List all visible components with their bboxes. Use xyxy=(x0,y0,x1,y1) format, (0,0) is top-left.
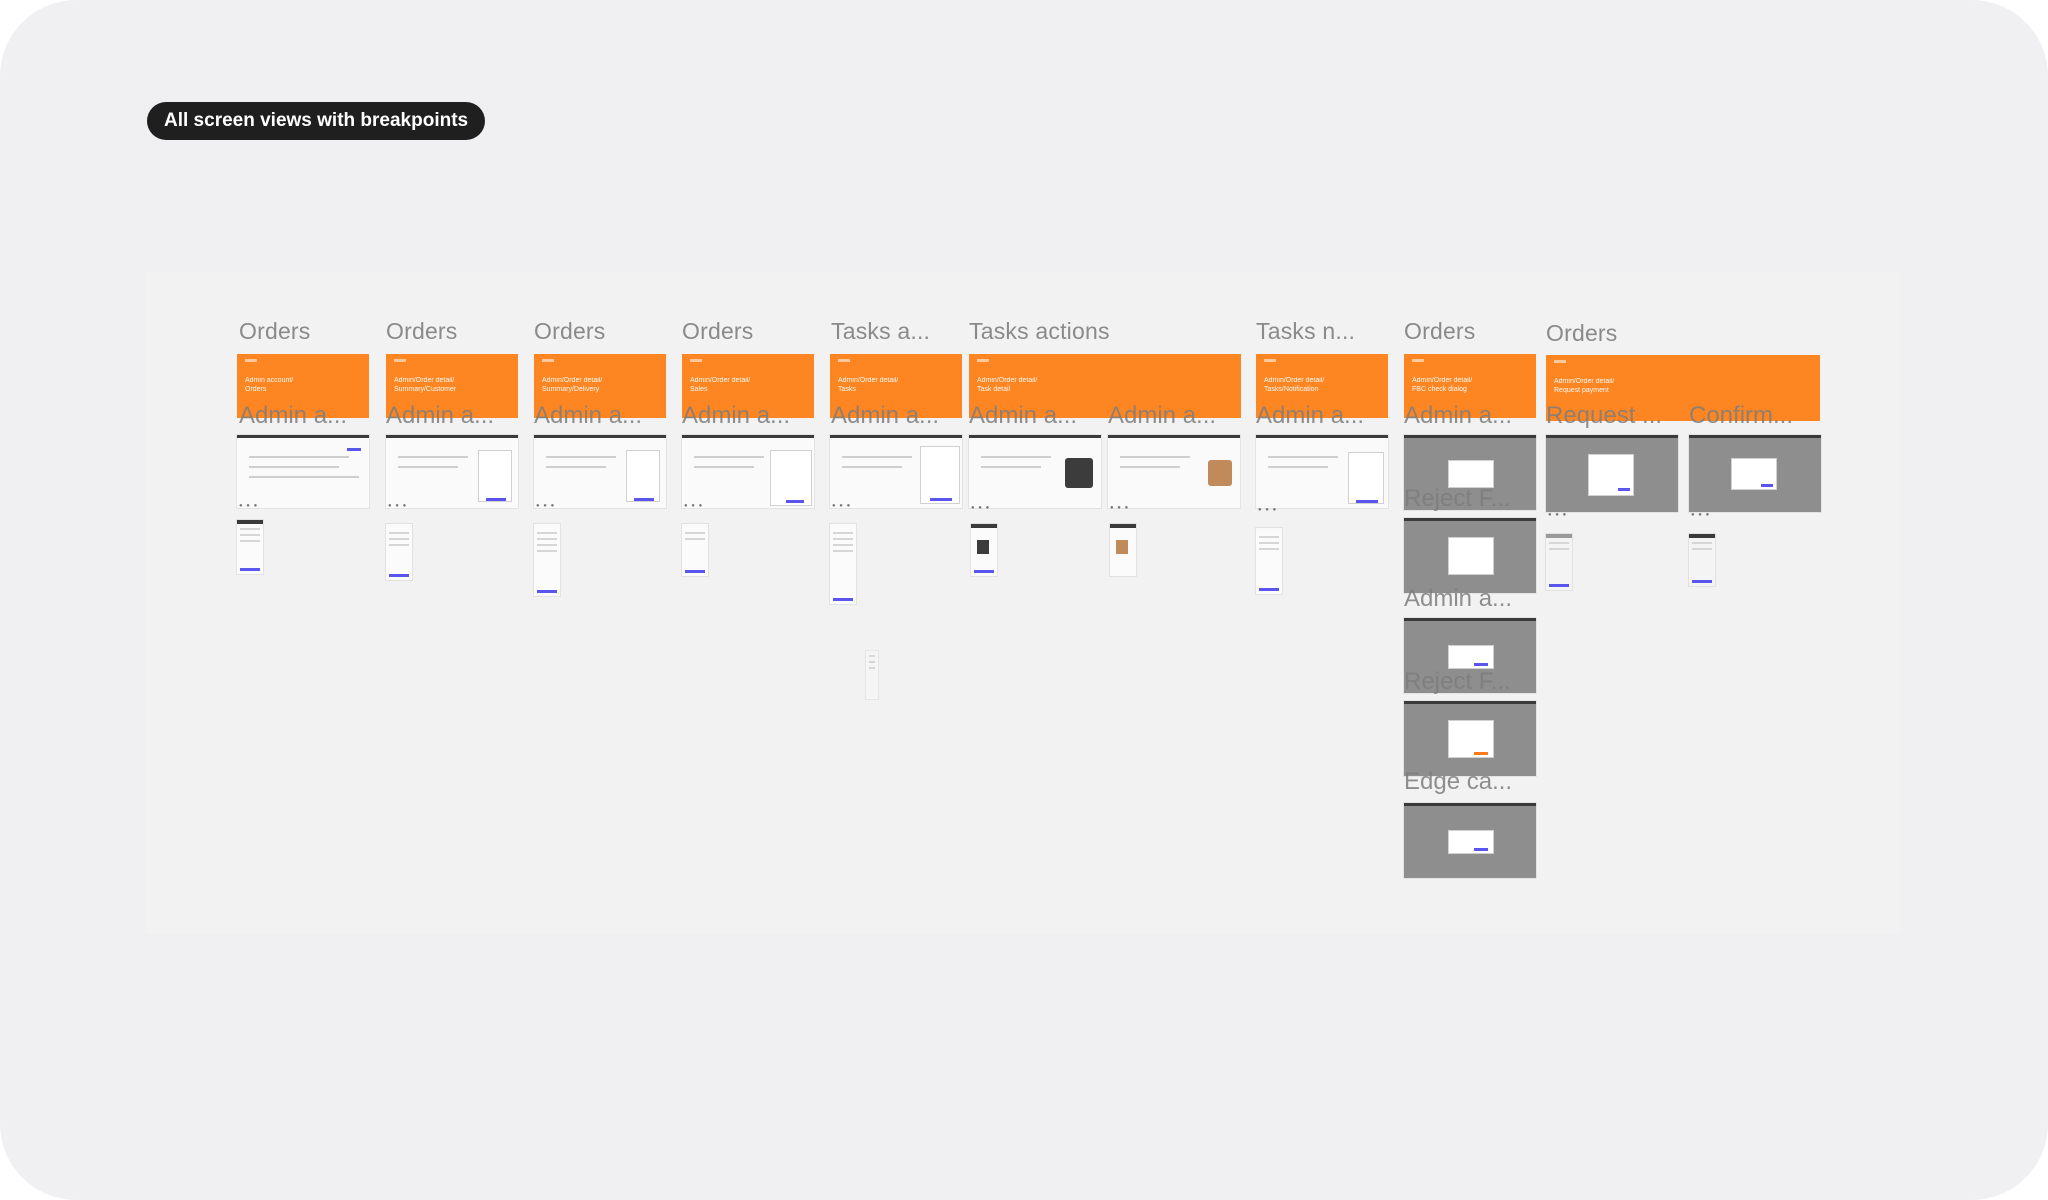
mobile-frame[interactable] xyxy=(971,524,997,576)
banner-text: Admin account/ Orders xyxy=(245,377,294,393)
desktop-frame[interactable] xyxy=(830,435,962,508)
column-banner[interactable]: Admin/Order detail/ Summary/Customer xyxy=(386,354,518,418)
column-title: Orders xyxy=(1546,320,1618,346)
frame-label: Reject F... xyxy=(1404,485,1511,512)
frame-dots: ● ● ● xyxy=(971,505,991,511)
frame-label: Admin a... xyxy=(1108,402,1217,429)
column-banner[interactable]: Admin/Order detail/ FBC check dialog xyxy=(1404,354,1536,418)
mobile-frame[interactable] xyxy=(1110,524,1136,576)
column-title: Orders xyxy=(239,318,311,344)
column-banner[interactable]: Admin account/ Orders xyxy=(237,354,369,418)
column-banner[interactable]: Admin/Order detail/ Task detail xyxy=(969,354,1241,418)
frame-label: Request ... xyxy=(1546,402,1663,429)
frame-label: Admin a... xyxy=(534,402,643,429)
column-title: Orders xyxy=(534,318,606,344)
desktop-frame[interactable] xyxy=(237,435,369,508)
desktop-frame[interactable] xyxy=(1256,435,1388,508)
frame-label: Admin a... xyxy=(831,402,940,429)
mobile-frame-small[interactable] xyxy=(866,651,878,699)
column-banner[interactable]: Admin/Order detail/ Sales xyxy=(682,354,814,418)
frame-dots: ● ● ● xyxy=(684,503,704,509)
desktop-frame-dialog[interactable] xyxy=(1546,435,1678,512)
desktop-frame[interactable] xyxy=(534,435,666,508)
frame-label: Admin a... xyxy=(239,402,348,429)
mobile-frame[interactable] xyxy=(830,524,856,604)
mobile-frame[interactable] xyxy=(1689,534,1715,586)
frame-label: Admin a... xyxy=(386,402,495,429)
banner-text: Admin/Order detail/ Task detail xyxy=(977,377,1038,393)
banner-text: Admin/Order detail/ Summary/Customer xyxy=(394,377,457,393)
banner-text: Admin/Order detail/ Summary/Delivery xyxy=(542,377,603,393)
mobile-frame[interactable] xyxy=(1546,534,1572,590)
desktop-frame[interactable] xyxy=(386,435,518,508)
desktop-frame-dialog[interactable] xyxy=(1404,435,1536,510)
frame-label: Admin a... xyxy=(969,402,1078,429)
column-title: Tasks actions xyxy=(969,318,1110,344)
banner-text: Admin/Order detail/ Request payment xyxy=(1554,378,1615,394)
section-label-pill[interactable]: All screen views with breakpoints xyxy=(147,102,486,140)
column-title: Tasks n... xyxy=(1256,318,1356,344)
frame-dots: ● ● ● xyxy=(388,503,408,509)
frame-label: Reject F... xyxy=(1404,668,1511,695)
column-banner[interactable]: Admin/Order detail/ Summary/Delivery xyxy=(534,354,666,418)
column-banner[interactable]: Admin/Order detail/ Tasks xyxy=(830,354,962,418)
desktop-frame[interactable] xyxy=(969,435,1101,508)
frame-label: Admin a... xyxy=(1404,585,1513,612)
frame-label: Admin a... xyxy=(682,402,791,429)
column-title: Orders xyxy=(682,318,754,344)
mobile-frame[interactable] xyxy=(682,524,708,576)
mobile-frame[interactable] xyxy=(1256,528,1282,594)
frame-label: Admin a... xyxy=(1256,402,1365,429)
column-title: Orders xyxy=(1404,318,1476,344)
column-title: Orders xyxy=(386,318,458,344)
desktop-frame-dialog[interactable] xyxy=(1404,803,1536,878)
desktop-frame-dialog[interactable] xyxy=(1404,518,1536,593)
column-title: Tasks a... xyxy=(831,318,931,344)
desktop-frame-dialog[interactable] xyxy=(1689,435,1821,512)
frame-label: Edge ca... xyxy=(1404,768,1513,795)
frame-label: Admin a... xyxy=(1404,402,1513,429)
frame-dots: ● ● ● xyxy=(1110,505,1130,511)
frame-dots: ● ● ● xyxy=(832,503,852,509)
mobile-frame[interactable] xyxy=(386,524,412,580)
desktop-frame[interactable] xyxy=(682,435,814,508)
frame-dots: ● ● ● xyxy=(1691,512,1711,518)
frame-label: Confirm... xyxy=(1689,402,1794,429)
frame-dots: ● ● ● xyxy=(1548,512,1568,518)
banner-text: Admin/Order detail/ Tasks xyxy=(838,377,899,393)
frame-dots: ● ● ● xyxy=(536,503,556,509)
column-banner[interactable]: Admin/Order detail/ Request payment xyxy=(1546,355,1820,421)
frame-dots: ● ● ● xyxy=(1258,507,1278,513)
desktop-frame-dialog[interactable] xyxy=(1404,701,1536,776)
banner-text: Admin/Order detail/ Sales xyxy=(690,377,751,393)
mobile-frame[interactable] xyxy=(534,524,560,596)
banner-text: Admin/Order detail/ Tasks/Notification xyxy=(1264,377,1325,393)
desktop-frame-dialog[interactable] xyxy=(1404,618,1536,693)
frame-dots: ● ● ● xyxy=(239,503,259,509)
banner-text: Admin/Order detail/ FBC check dialog xyxy=(1412,377,1473,393)
desktop-frame[interactable] xyxy=(1108,435,1240,508)
column-banner[interactable]: Admin/Order detail/ Tasks/Notification xyxy=(1256,354,1388,418)
mobile-frame[interactable] xyxy=(237,520,263,574)
